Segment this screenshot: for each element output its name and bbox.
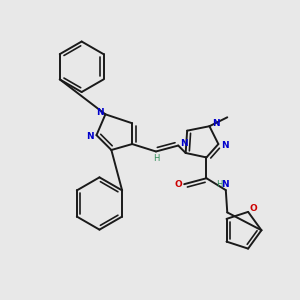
Text: N: N	[96, 108, 104, 117]
Text: H: H	[153, 154, 159, 163]
Text: H: H	[216, 180, 222, 189]
Text: N: N	[180, 139, 188, 148]
Text: N: N	[86, 132, 94, 141]
Text: O: O	[250, 204, 257, 213]
Text: N: N	[221, 141, 229, 150]
Text: N: N	[221, 180, 229, 189]
Text: N: N	[212, 119, 220, 128]
Text: O: O	[174, 180, 182, 189]
